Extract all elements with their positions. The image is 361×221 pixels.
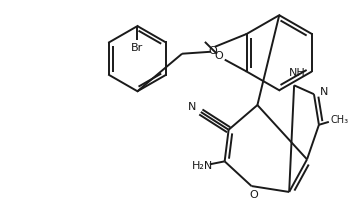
Text: N: N (188, 102, 196, 112)
Text: O: O (208, 46, 217, 56)
Text: N: N (320, 87, 328, 97)
Text: O: O (249, 190, 258, 200)
Text: Br: Br (131, 43, 144, 53)
Text: CH₃: CH₃ (331, 115, 349, 125)
Text: O: O (214, 51, 223, 61)
Text: H₂N: H₂N (192, 161, 213, 171)
Text: NH: NH (289, 69, 305, 78)
